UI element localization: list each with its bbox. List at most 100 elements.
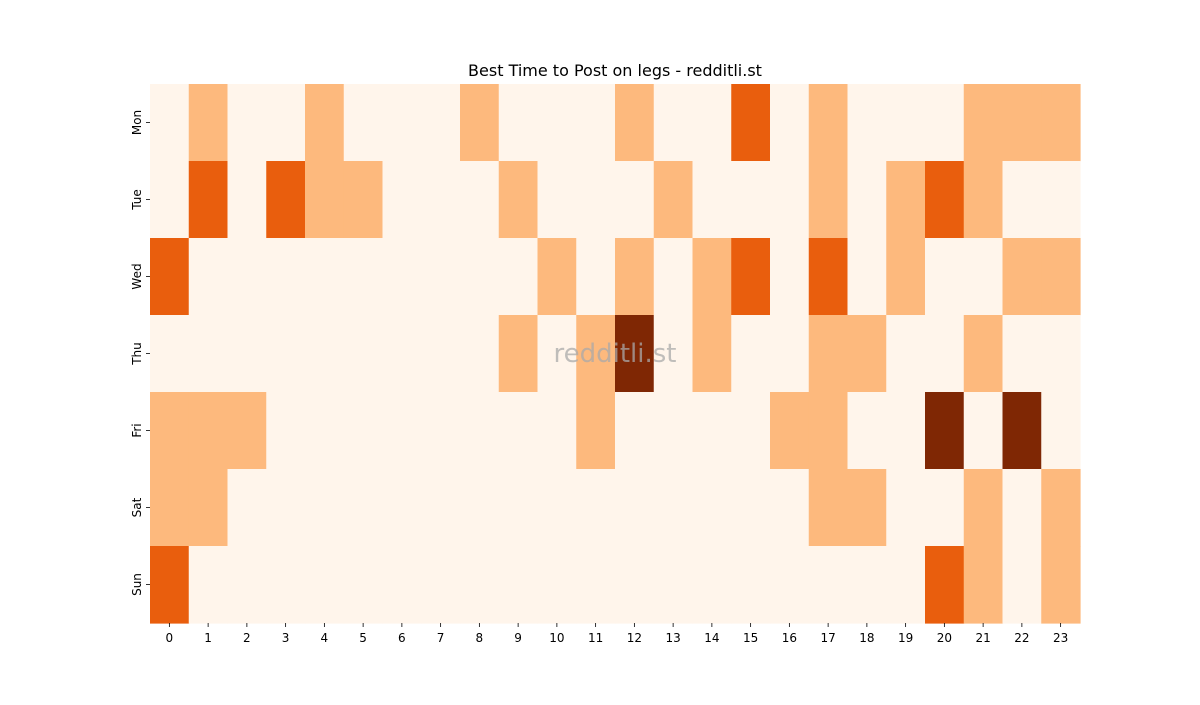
heatmap-cell-wed-2 xyxy=(227,238,267,316)
heatmap-cell-mon-3 xyxy=(266,84,306,162)
heatmap-cell-sat-21 xyxy=(963,469,1004,547)
x-tick-label: 2 xyxy=(243,631,251,645)
heatmap-cell-wed-13 xyxy=(653,238,694,316)
heatmap-cell-tue-12 xyxy=(615,161,655,239)
heatmap-cell-sun-20 xyxy=(925,546,965,624)
heatmap-cell-wed-7 xyxy=(421,238,461,316)
heatmap-cell-sat-11 xyxy=(576,469,616,547)
heatmap-cell-sat-17 xyxy=(808,469,849,547)
heatmap-cell-mon-22 xyxy=(1002,84,1042,162)
heatmap-cell-tue-0 xyxy=(150,161,190,239)
heatmap-cell-sat-6 xyxy=(382,469,422,547)
heatmap-cell-mon-2 xyxy=(227,84,267,162)
heatmap-cell-tue-5 xyxy=(343,161,384,239)
heatmap-cell-sat-10 xyxy=(537,469,577,547)
heatmap-cell-wed-0 xyxy=(150,238,190,316)
y-tick-label: Fri xyxy=(130,423,144,437)
heatmap-cell-tue-3 xyxy=(266,161,306,239)
heatmap-cell-sun-15 xyxy=(731,546,771,624)
heatmap-cell-sat-9 xyxy=(498,469,539,547)
heatmap-cell-thu-6 xyxy=(382,315,422,393)
heatmap-cell-fri-12 xyxy=(615,392,655,470)
x-tick-label: 11 xyxy=(588,631,603,645)
heatmap-cell-mon-16 xyxy=(770,84,810,162)
heatmap-cell-sun-18 xyxy=(847,546,887,624)
heatmap-cell-mon-5 xyxy=(343,84,384,162)
x-tick-label: 12 xyxy=(627,631,642,645)
heatmap-cell-fri-4 xyxy=(305,392,345,470)
heatmap-cell-fri-15 xyxy=(731,392,771,470)
heatmap-cell-tue-22 xyxy=(1002,161,1042,239)
heatmap-cell-mon-0 xyxy=(150,84,190,162)
heatmap-cell-sun-11 xyxy=(576,546,616,624)
heatmap-cell-thu-7 xyxy=(421,315,461,393)
heatmap-cell-wed-15 xyxy=(731,238,771,316)
heatmap-cell-fri-16 xyxy=(770,392,810,470)
heatmap-cell-thu-13 xyxy=(653,315,694,393)
heatmap-cell-sun-23 xyxy=(1041,546,1081,624)
heatmap-cell-thu-14 xyxy=(692,315,732,393)
x-tick-label: 19 xyxy=(898,631,913,645)
x-tick-label: 0 xyxy=(166,631,174,645)
heatmap-cell-fri-14 xyxy=(692,392,732,470)
heatmap-cell-fri-20 xyxy=(925,392,965,470)
heatmap-cell-sat-2 xyxy=(227,469,267,547)
heatmap-cell-mon-7 xyxy=(421,84,461,162)
heatmap-cell-tue-23 xyxy=(1041,161,1081,239)
x-tick-label: 20 xyxy=(937,631,952,645)
heatmap-cell-sun-19 xyxy=(886,546,926,624)
heatmap-cell-wed-22 xyxy=(1002,238,1042,316)
heatmap-cell-sat-16 xyxy=(770,469,810,547)
x-tick-label: 13 xyxy=(665,631,680,645)
heatmap-cell-mon-21 xyxy=(963,84,1004,162)
heatmap-cell-tue-20 xyxy=(925,161,965,239)
heatmap-cell-thu-21 xyxy=(963,315,1004,393)
heatmap-cell-sun-17 xyxy=(808,546,849,624)
heatmap-cell-thu-2 xyxy=(227,315,267,393)
heatmap-cell-thu-9 xyxy=(498,315,539,393)
heatmap-cell-fri-13 xyxy=(653,392,694,470)
y-tick-label: Wed xyxy=(130,263,144,289)
heatmap-cell-wed-11 xyxy=(576,238,616,316)
heatmap-cell-mon-10 xyxy=(537,84,577,162)
heatmap-cell-thu-11 xyxy=(576,315,616,393)
heatmap-cell-sat-18 xyxy=(847,469,887,547)
heatmap-cell-wed-17 xyxy=(808,238,849,316)
heatmap-cell-fri-9 xyxy=(498,392,539,470)
x-tick-label: 4 xyxy=(321,631,329,645)
heatmap-cell-sat-12 xyxy=(615,469,655,547)
heatmap-cell-mon-14 xyxy=(692,84,732,162)
heatmap-cell-sat-0 xyxy=(150,469,190,547)
heatmap-cell-thu-8 xyxy=(460,315,500,393)
heatmap-cell-thu-17 xyxy=(808,315,849,393)
heatmap-cell-fri-11 xyxy=(576,392,616,470)
heatmap-cell-mon-18 xyxy=(847,84,887,162)
heatmap-cell-thu-10 xyxy=(537,315,577,393)
heatmap-cell-fri-23 xyxy=(1041,392,1081,470)
heatmap-cells xyxy=(150,84,1081,624)
heatmap-cell-tue-8 xyxy=(460,161,500,239)
heatmap-cell-mon-17 xyxy=(808,84,849,162)
x-tick-label: 9 xyxy=(514,631,522,645)
heatmap-cell-sat-20 xyxy=(925,469,965,547)
heatmap-cell-sat-8 xyxy=(460,469,500,547)
heatmap-cell-mon-13 xyxy=(653,84,694,162)
x-tick-label: 23 xyxy=(1053,631,1068,645)
heatmap-cell-thu-16 xyxy=(770,315,810,393)
heatmap-cell-tue-17 xyxy=(808,161,849,239)
heatmap-cell-sat-19 xyxy=(886,469,926,547)
x-tick-label: 3 xyxy=(282,631,290,645)
heatmap-cell-sun-13 xyxy=(653,546,694,624)
heatmap-cell-sun-16 xyxy=(770,546,810,624)
heatmap-cell-tue-19 xyxy=(886,161,926,239)
heatmap-cell-fri-22 xyxy=(1002,392,1042,470)
heatmap-cell-tue-14 xyxy=(692,161,732,239)
heatmap-cell-fri-19 xyxy=(886,392,926,470)
heatmap-cell-sun-2 xyxy=(227,546,267,624)
heatmap-cell-mon-1 xyxy=(188,84,229,162)
heatmap-cell-sun-22 xyxy=(1002,546,1042,624)
y-tick-label: Thu xyxy=(130,342,144,366)
heatmap-cell-sun-5 xyxy=(343,546,384,624)
heatmap-cell-sat-4 xyxy=(305,469,345,547)
x-tick-label: 8 xyxy=(476,631,484,645)
